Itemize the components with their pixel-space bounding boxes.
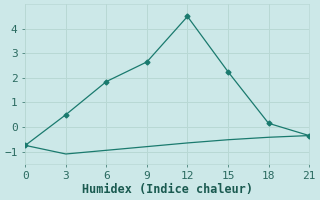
X-axis label: Humidex (Indice chaleur): Humidex (Indice chaleur) <box>82 183 253 196</box>
